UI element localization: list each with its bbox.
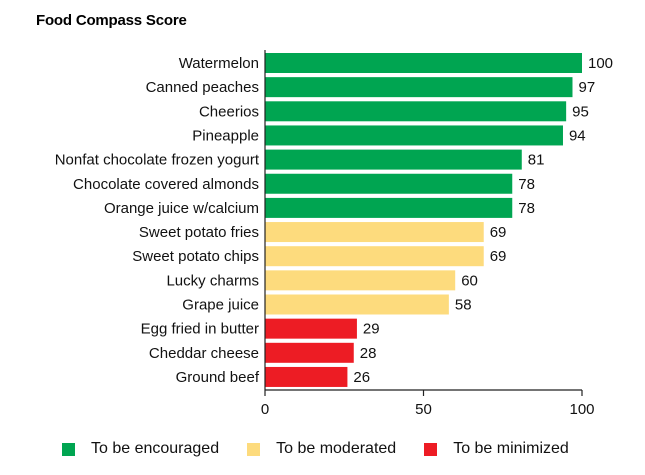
value-label-canned-peaches: 97 bbox=[578, 79, 595, 96]
bar-grape-juice bbox=[265, 294, 449, 315]
legend-swatch-minimized bbox=[424, 442, 438, 456]
value-label-egg-fried-in-butter: 29 bbox=[363, 321, 380, 338]
value-label-nonfat-chocolate-frozen-yogurt: 81 bbox=[528, 152, 545, 169]
value-label-ground-beef: 26 bbox=[353, 369, 370, 386]
bar-chart: Watermelon 100 Canned peaches 97 Cheerios 95 P… bbox=[55, 50, 613, 418]
category-label-egg-fried-in-butter: Egg fried in butter bbox=[141, 321, 259, 338]
legend-item-moderated: To be moderated bbox=[247, 440, 396, 458]
category-label-cheddar-cheese: Cheddar cheese bbox=[149, 345, 259, 362]
bar-lucky-charms bbox=[265, 270, 456, 291]
value-label-grape-juice: 58 bbox=[455, 297, 472, 314]
legend-label-minimized: To be minimized bbox=[453, 440, 569, 457]
category-label-grape-juice: Grape juice bbox=[182, 297, 259, 314]
value-label-orange-juice-w-calcium: 78 bbox=[518, 200, 535, 217]
category-label-chocolate-covered-almonds: Chocolate covered almonds bbox=[73, 176, 259, 193]
value-label-sweet-potato-fries: 69 bbox=[490, 224, 507, 241]
category-label-canned-peaches: Canned peaches bbox=[146, 79, 259, 96]
value-label-lucky-charms: 60 bbox=[461, 272, 478, 289]
bar-chocolate-covered-almonds bbox=[265, 173, 513, 194]
category-label-pineapple: Pineapple bbox=[192, 127, 259, 144]
bar-canned-peaches bbox=[265, 77, 573, 98]
bar-sweet-potato-fries bbox=[265, 222, 484, 243]
x-tick-label-0: 0 bbox=[261, 401, 269, 418]
legend-label-encouraged: To be encouraged bbox=[91, 440, 220, 457]
category-label-orange-juice-w-calcium: Orange juice w/calcium bbox=[104, 200, 259, 217]
value-label-cheddar-cheese: 28 bbox=[360, 345, 377, 362]
category-label-sweet-potato-chips: Sweet potato chips bbox=[132, 248, 259, 265]
legend-swatch-encouraged bbox=[62, 442, 75, 456]
bar-cheddar-cheese bbox=[265, 342, 354, 363]
category-label-watermelon: Watermelon bbox=[179, 55, 259, 72]
x-tick-label-50: 50 bbox=[415, 401, 432, 418]
chart-title: Food Compass Score bbox=[36, 12, 187, 29]
legend-label-moderated: To be moderated bbox=[276, 440, 397, 457]
bar-egg-fried-in-butter bbox=[265, 318, 357, 339]
category-label-sweet-potato-fries: Sweet potato fries bbox=[139, 224, 259, 241]
bar-cheerios bbox=[265, 101, 567, 122]
legend-swatch-moderated bbox=[247, 442, 261, 456]
bar-sweet-potato-chips bbox=[265, 246, 484, 267]
value-label-watermelon: 100 bbox=[588, 55, 613, 72]
category-label-lucky-charms: Lucky charms bbox=[166, 272, 259, 289]
legend-item-encouraged: To be encouraged bbox=[62, 440, 219, 458]
value-label-pineapple: 94 bbox=[569, 127, 586, 144]
category-label-ground-beef: Ground beef bbox=[176, 369, 260, 386]
x-tick-label-100: 100 bbox=[569, 401, 594, 418]
bar-ground-beef bbox=[265, 366, 348, 387]
chart-legend: To be encouraged To be moderated To be m… bbox=[62, 440, 597, 458]
bar-watermelon bbox=[265, 53, 582, 73]
bar-pineapple bbox=[265, 125, 563, 146]
bar-nonfat-chocolate-frozen-yogurt bbox=[265, 149, 522, 170]
value-label-sweet-potato-chips: 69 bbox=[490, 248, 507, 265]
value-label-chocolate-covered-almonds: 78 bbox=[518, 176, 535, 193]
value-label-cheerios: 95 bbox=[572, 103, 589, 120]
bar-orange-juice-w-calcium bbox=[265, 197, 513, 218]
category-label-nonfat-chocolate-frozen-yogurt: Nonfat chocolate frozen yogurt bbox=[55, 152, 260, 169]
legend-item-minimized: To be minimized bbox=[424, 440, 569, 458]
category-label-cheerios: Cheerios bbox=[199, 103, 259, 120]
